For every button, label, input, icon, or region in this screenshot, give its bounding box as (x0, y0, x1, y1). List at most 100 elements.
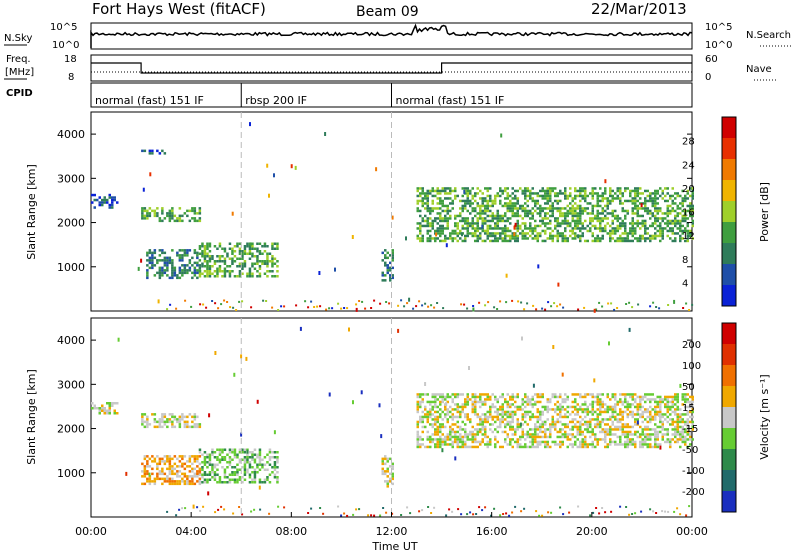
echo-cell (382, 507, 385, 509)
echo-cell (511, 428, 514, 431)
echo-cell (686, 197, 689, 200)
echo-cell (516, 445, 519, 449)
echo-cell (168, 470, 172, 473)
echo-cell (534, 393, 537, 396)
echo-cell (621, 410, 624, 414)
echo-cell (654, 405, 657, 409)
echo-cell (689, 232, 692, 235)
echo-cell (375, 167, 378, 172)
echo-cell (607, 302, 610, 305)
echo-cell (514, 428, 517, 431)
echo-cell (501, 217, 504, 220)
echo-cell (489, 204, 492, 208)
echo-cell (569, 433, 572, 436)
echo-cell (666, 433, 669, 436)
echo-cell (519, 224, 522, 228)
echo-cell (391, 276, 394, 280)
echo-cell (471, 197, 474, 200)
echo-cell (484, 217, 487, 220)
echo-cell (634, 199, 637, 203)
echo-cell (601, 410, 604, 414)
echo-cell (561, 372, 564, 377)
echo-cell (143, 482, 147, 486)
echo-cell (661, 189, 664, 193)
colorbar-swatch (722, 138, 736, 159)
echo-cell (511, 395, 514, 399)
echo-cell (266, 245, 269, 248)
echo-cell (561, 435, 564, 439)
echo-cell (591, 204, 594, 208)
echo-cell (631, 239, 634, 243)
echo-cell (434, 398, 437, 401)
echo-cell (494, 199, 497, 203)
echo-cell (176, 465, 179, 468)
echo-cell (173, 271, 177, 275)
echo-cell (479, 209, 482, 213)
echo-cell (176, 251, 179, 255)
echo-cell (456, 234, 459, 238)
echo-cell (579, 408, 582, 411)
echo-cell (181, 254, 184, 257)
echo-cell (508, 514, 511, 517)
echo-cell (436, 420, 439, 424)
echo-cell (504, 234, 507, 238)
echo-cell (614, 232, 617, 235)
echo-cell (566, 204, 569, 208)
echo-cell (639, 222, 642, 225)
echo-cell (263, 242, 267, 245)
echo-cell (506, 423, 509, 426)
echo-cell (621, 209, 624, 213)
echo-cell (574, 237, 577, 240)
echo-cell (509, 237, 512, 240)
echo-cell (651, 433, 654, 436)
echo-cell (449, 197, 452, 200)
echo-cell (198, 470, 202, 473)
echo-cell (384, 470, 387, 473)
echo-cell (571, 217, 574, 220)
echo-cell (526, 227, 529, 230)
echo-cell (489, 408, 492, 411)
echo-cell (186, 465, 189, 468)
echo-cell (544, 420, 547, 424)
echo-cell (551, 207, 554, 210)
echo-cell (464, 219, 467, 223)
echo-cell (238, 247, 242, 250)
echo-cell (589, 192, 592, 195)
echo-cell (202, 505, 205, 508)
echo-cell (566, 415, 569, 419)
echo-cell (491, 217, 494, 220)
echo-cell (481, 440, 484, 444)
echo-cell (561, 234, 564, 238)
echo-cell (258, 252, 262, 255)
echo-cell (208, 461, 212, 464)
echo-cell (501, 418, 504, 421)
echo-cell (168, 460, 172, 463)
echo-cell (484, 204, 487, 208)
echo-cell (153, 413, 157, 416)
echo-cell (681, 393, 684, 396)
echo-cell (531, 214, 534, 218)
echo-cell (591, 430, 594, 434)
echo-cell (246, 275, 249, 278)
echo-cell (454, 415, 457, 419)
echo-cell (386, 480, 389, 483)
echo-cell (379, 514, 382, 517)
echo-cell (594, 418, 597, 421)
echo-cell (491, 212, 494, 215)
echo-cell (449, 425, 452, 429)
echo-cell (469, 511, 472, 514)
echo-cell (609, 212, 612, 215)
echo-cell (684, 217, 687, 220)
echo-cell (599, 430, 602, 434)
echo-cell (581, 438, 584, 441)
echo-cell (163, 217, 167, 220)
echo-cell (161, 413, 164, 416)
echo-cell (524, 445, 527, 449)
echo-cell (178, 259, 182, 262)
echo-cell (676, 204, 679, 208)
echo-cell (559, 234, 562, 238)
echo-cell (149, 172, 152, 177)
echo-cell (141, 420, 144, 424)
echo-cell (256, 250, 259, 253)
echo-cell (444, 189, 447, 193)
